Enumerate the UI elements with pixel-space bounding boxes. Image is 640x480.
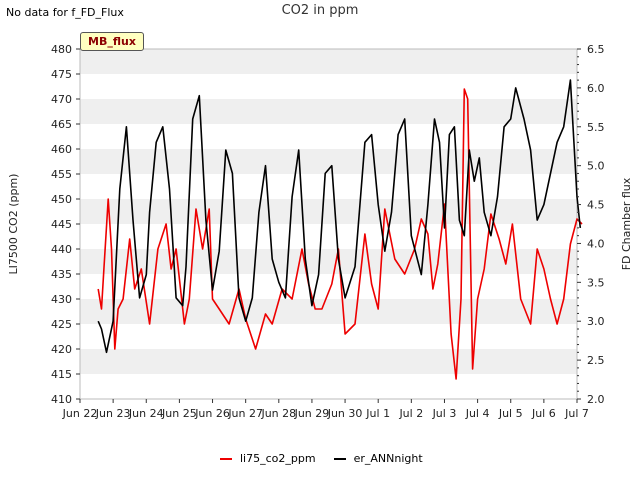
y-tick-label-7: 445 [51,218,72,231]
y-tick-label-12: 470 [51,93,72,106]
y2-tick-label-2: 3.0 [587,315,605,328]
y-tick-label-6: 440 [51,243,72,256]
x-tick-label-11: Jul 3 [432,407,457,420]
x-tick-label-15: Jul 7 [564,407,589,420]
x-tick-label-2: Jun 24 [128,407,164,420]
y-tick-label-3: 425 [51,318,72,331]
x-tick-label-6: Jun 28 [260,407,296,420]
legend-label-li75: li75_co2_ppm [240,452,316,465]
band-1 [80,349,577,374]
y-tick-label-10: 460 [51,143,72,156]
y2-tick-label-7: 5.5 [587,121,605,134]
x-tick-label-12: Jul 4 [465,407,490,420]
x-tick-label-10: Jul 2 [398,407,423,420]
x-tick-label-7: Jun 29 [294,407,330,420]
x-tick-label-8: Jun 30 [327,407,363,420]
y-tick-label-8: 450 [51,193,72,206]
y-tick-label-11: 465 [51,118,72,131]
y2-tick-label-4: 4.0 [587,237,605,250]
y2-tick-label-0: 2.0 [587,393,605,406]
legend-item-li75: li75_co2_ppm [220,452,316,465]
no-data-note: No data for f_FD_Flux [6,6,124,19]
plot-bands [80,49,577,374]
band-3 [80,299,577,324]
x-tick-label-3: Jun 25 [161,407,197,420]
legend-swatch-er-ann [333,457,346,460]
chart-title: CO2 in ppm [281,3,359,18]
band-7 [80,199,577,224]
x-tick-label-5: Jun 27 [227,407,263,420]
band-13 [80,49,577,74]
x-tick-label-14: Jul 6 [531,407,556,420]
left-axis: 410 415 420 425 430 435 440 445 450 455 460 465 470 4… [51,43,80,406]
band-5 [80,249,577,274]
y-axis-label: LI7500 CO2 (ppm) [7,174,20,275]
y-tick-label-13: 475 [51,68,72,81]
mb-flux-badge: MB_flux [80,32,144,51]
y-tick-label-2: 420 [51,343,72,356]
y-tick-label-1: 415 [51,368,72,381]
legend: li75_co2_ppm er_ANNnight [220,452,441,465]
y-tick-label-0: 410 [51,393,72,406]
series-line-er_ANNnight [97,79,582,354]
y2-tick-label-3: 3.5 [587,276,605,289]
right-axis: 2.0 2.5 3.0 3.5 4.0 4.5 5.0 5.5 6.0 6.5 [577,43,605,406]
x-tick-label-1: Jun 23 [95,407,131,420]
legend-label-er-ann: er_ANNnight [353,452,423,465]
y-tick-label-4: 430 [51,293,72,306]
legend-swatch-li75 [220,457,232,460]
x-tick-label-13: Jul 5 [498,407,523,420]
y2-axis-label: FD Chamber flux [620,177,633,270]
x-tick-label-0: Jun 22 [62,407,98,420]
y-tick-label-5: 435 [51,268,72,281]
band-11 [80,99,577,124]
y2-tick-label-6: 5.0 [587,160,605,173]
x-tick-label-9: Jul 1 [365,407,390,420]
y2-tick-label-5: 4.5 [587,199,605,212]
series-lines [97,79,583,380]
series-line-li75_co2_ppm [97,88,583,380]
y2-tick-label-9: 6.5 [587,43,605,56]
y2-tick-label-1: 2.5 [587,354,605,367]
y-tick-label-14: 480 [51,43,72,56]
x-tick-label-4: Jun 26 [194,407,230,420]
legend-item-er-ann: er_ANNnight [333,452,423,465]
y-tick-label-9: 455 [51,168,72,181]
y2-tick-label-8: 6.0 [587,82,605,95]
